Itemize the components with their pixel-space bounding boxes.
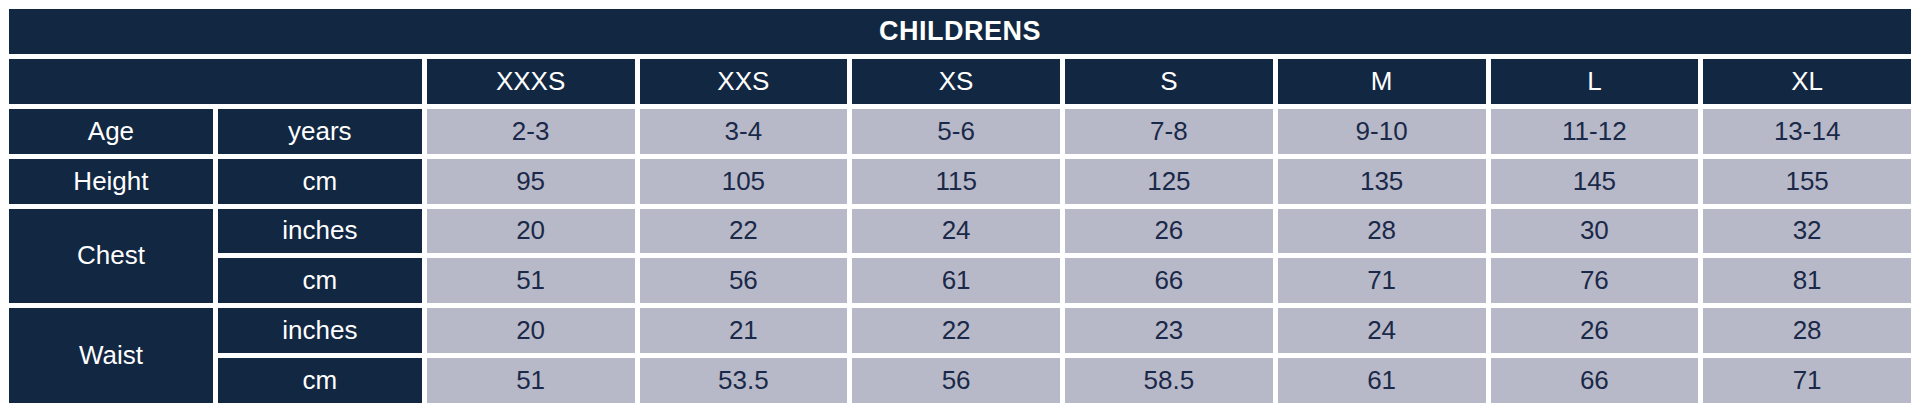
value-cell: 24 — [852, 209, 1060, 254]
measurement-label: Age — [9, 109, 213, 154]
unit-cell: inches — [218, 209, 422, 254]
value-cell: 51 — [427, 258, 635, 303]
value-cell: 22 — [640, 209, 848, 254]
value-cell: 22 — [852, 308, 1060, 353]
value-cell: 56 — [640, 258, 848, 303]
value-cell: 3-4 — [640, 109, 848, 154]
value-cell: 71 — [1703, 358, 1911, 403]
unit-cell: cm — [218, 358, 422, 403]
value-cell: 71 — [1278, 258, 1486, 303]
value-cell: 58.5 — [1065, 358, 1273, 403]
value-cell: 13-14 — [1703, 109, 1911, 154]
unit-cell: cm — [218, 159, 422, 204]
value-cell: 26 — [1491, 308, 1699, 353]
value-cell: 20 — [427, 308, 635, 353]
value-cell: 30 — [1491, 209, 1699, 254]
value-cell: 53.5 — [640, 358, 848, 403]
measurement-label: Waist — [9, 308, 213, 403]
value-cell: 9-10 — [1278, 109, 1486, 154]
value-cell: 95 — [427, 159, 635, 204]
value-cell: 32 — [1703, 209, 1911, 254]
measurement-label: Chest — [9, 209, 213, 304]
value-cell: 81 — [1703, 258, 1911, 303]
value-cell: 7-8 — [1065, 109, 1273, 154]
value-cell: 26 — [1065, 209, 1273, 254]
table-row: Chestinches20222426283032 — [9, 209, 1911, 254]
size-header-cell: L — [1491, 59, 1699, 104]
value-cell: 5-6 — [852, 109, 1060, 154]
childrens-size-chart: CHILDRENS XXXSXXSXSSMLXL Ageyears2-33-45… — [4, 4, 1916, 408]
value-cell: 61 — [1278, 358, 1486, 403]
size-header-cell: M — [1278, 59, 1486, 104]
value-cell: 28 — [1703, 308, 1911, 353]
size-header-cell: XXXS — [427, 59, 635, 104]
value-cell: 61 — [852, 258, 1060, 303]
size-header-cell: XL — [1703, 59, 1911, 104]
unit-cell: cm — [218, 258, 422, 303]
chart-title: CHILDRENS — [9, 9, 1911, 54]
size-header-cell: S — [1065, 59, 1273, 104]
value-cell: 24 — [1278, 308, 1486, 353]
size-header-cell: XXS — [640, 59, 848, 104]
value-cell: 66 — [1065, 258, 1273, 303]
value-cell: 2-3 — [427, 109, 635, 154]
table-row: cm51566166717681 — [9, 258, 1911, 303]
unit-cell: years — [218, 109, 422, 154]
measurement-label: Height — [9, 159, 213, 204]
value-cell: 66 — [1491, 358, 1699, 403]
title-row: CHILDRENS — [9, 9, 1911, 54]
value-cell: 76 — [1491, 258, 1699, 303]
size-header-row: XXXSXXSXSSMLXL — [9, 59, 1911, 104]
value-cell: 21 — [640, 308, 848, 353]
value-cell: 155 — [1703, 159, 1911, 204]
table-row: Heightcm95105115125135145155 — [9, 159, 1911, 204]
value-cell: 51 — [427, 358, 635, 403]
size-header-cell: XS — [852, 59, 1060, 104]
value-cell: 125 — [1065, 159, 1273, 204]
unit-cell: inches — [218, 308, 422, 353]
table-row: Waistinches20212223242628 — [9, 308, 1911, 353]
value-cell: 145 — [1491, 159, 1699, 204]
value-cell: 11-12 — [1491, 109, 1699, 154]
value-cell: 28 — [1278, 209, 1486, 254]
value-cell: 135 — [1278, 159, 1486, 204]
value-cell: 23 — [1065, 308, 1273, 353]
value-cell: 56 — [852, 358, 1060, 403]
value-cell: 20 — [427, 209, 635, 254]
table-row: cm5153.55658.5616671 — [9, 358, 1911, 403]
table-row: Ageyears2-33-45-67-89-1011-1213-14 — [9, 109, 1911, 154]
table-body: CHILDRENS XXXSXXSXSSMLXL Ageyears2-33-45… — [9, 9, 1911, 403]
size-header-blank-cell — [9, 59, 422, 104]
value-cell: 105 — [640, 159, 848, 204]
value-cell: 115 — [852, 159, 1060, 204]
